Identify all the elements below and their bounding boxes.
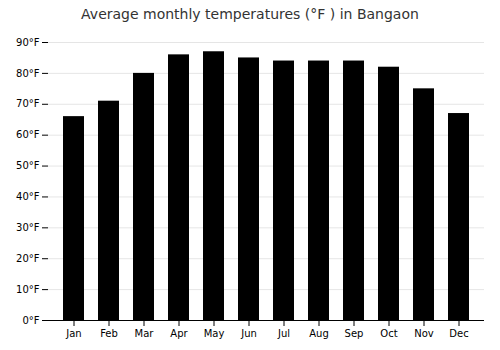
- svg-text:Aug: Aug: [309, 328, 329, 339]
- svg-text:Mar: Mar: [135, 328, 155, 339]
- svg-text:Jun: Jun: [240, 328, 257, 339]
- svg-text:30°F: 30°F: [16, 222, 40, 233]
- svg-text:Nov: Nov: [414, 328, 434, 339]
- svg-text:80°F: 80°F: [16, 68, 40, 79]
- svg-text:20°F: 20°F: [16, 253, 40, 264]
- svg-text:Sep: Sep: [345, 328, 364, 339]
- svg-text:0°F: 0°F: [22, 315, 39, 326]
- svg-text:60°F: 60°F: [16, 129, 40, 140]
- svg-text:40°F: 40°F: [16, 191, 40, 202]
- svg-text:Jul: Jul: [277, 328, 290, 339]
- svg-text:Jan: Jan: [65, 328, 81, 339]
- html-text:Average monthly temperatures (: Average monthly temperatures (°F ) in Ba…: [81, 6, 419, 22]
- svg-text:90°F: 90°F: [16, 37, 40, 48]
- svg-text:May: May: [204, 328, 225, 339]
- svg-text:50°F: 50°F: [16, 160, 40, 171]
- svg-text:Feb: Feb: [100, 328, 118, 339]
- svg-text:Oct: Oct: [380, 328, 397, 339]
- svg-text:10°F: 10°F: [16, 284, 40, 295]
- svg-text:Apr: Apr: [170, 328, 188, 339]
- svg-text:Dec: Dec: [449, 328, 468, 339]
- svg-text:70°F: 70°F: [16, 98, 40, 109]
